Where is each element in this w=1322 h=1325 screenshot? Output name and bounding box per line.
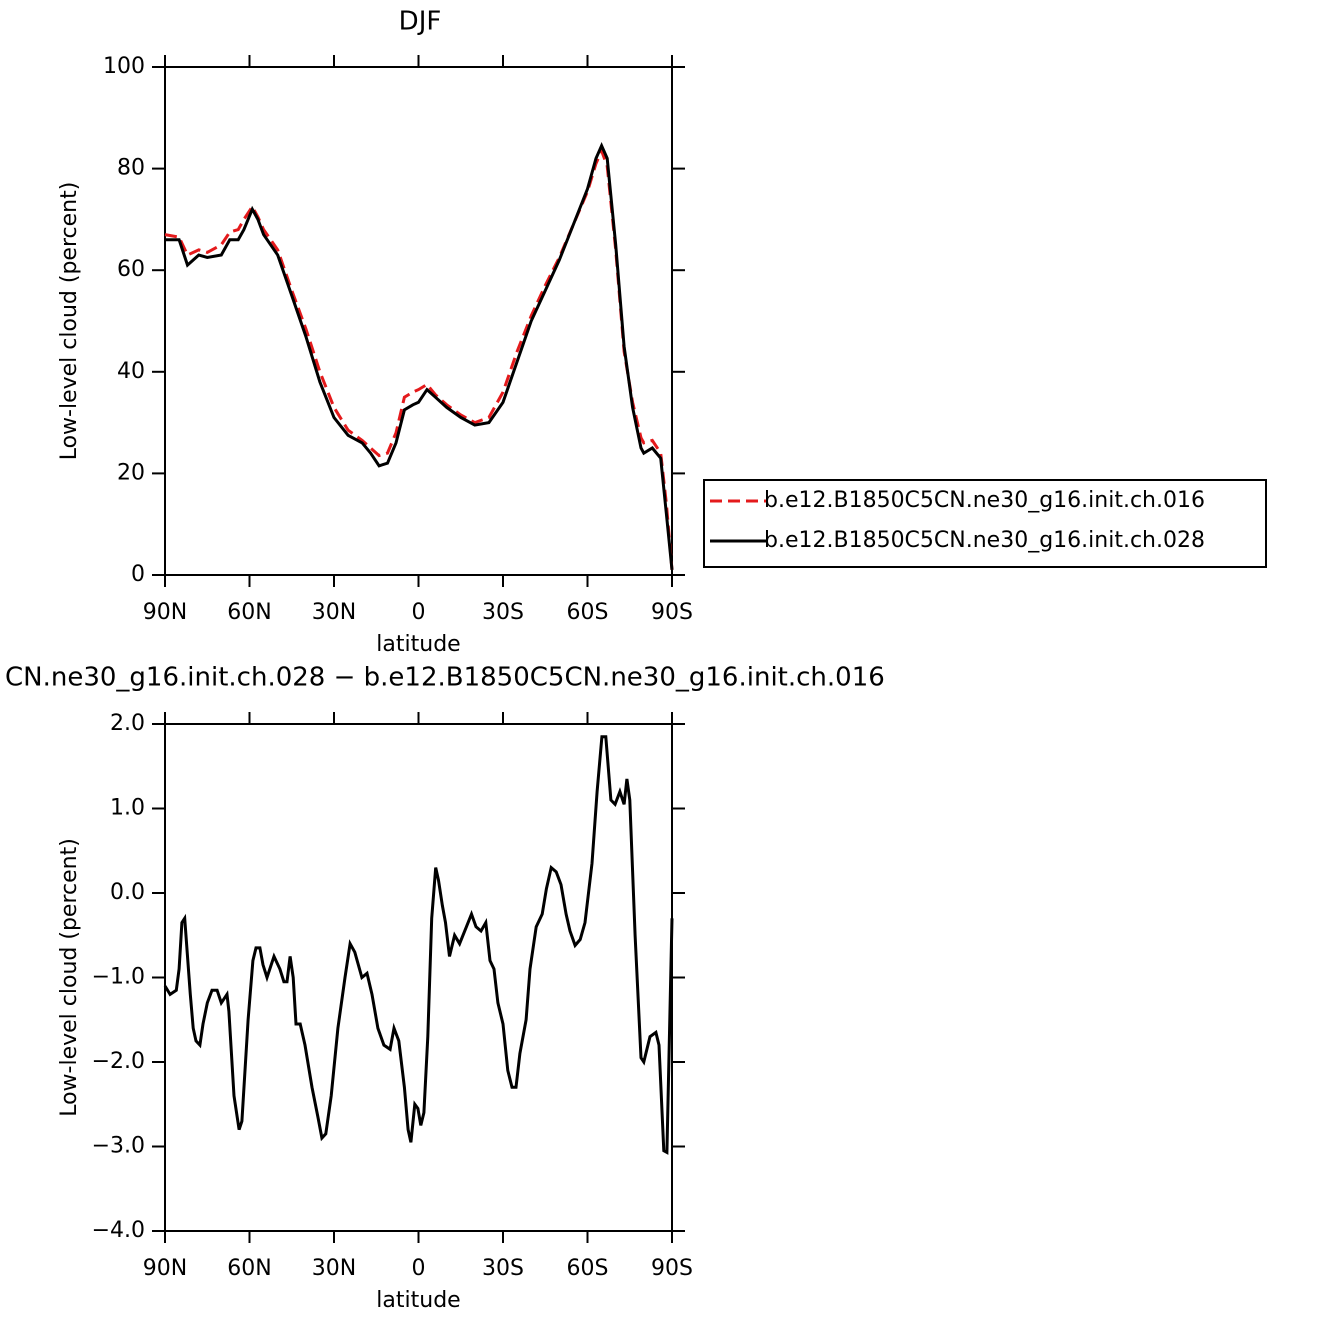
- x-tick-label: 90S: [651, 1256, 693, 1281]
- x-tick-label: 30N: [312, 1256, 356, 1281]
- y-tick-label: 60: [117, 257, 145, 282]
- y-tick-label: 100: [103, 54, 145, 79]
- x-tick-label: 0: [412, 600, 426, 625]
- x-tick-label: 30S: [482, 600, 524, 625]
- x-tick-label: 90N: [143, 600, 187, 625]
- x-tick-label: 90S: [651, 600, 693, 625]
- y-tick-label: 0.0: [110, 880, 145, 905]
- y-tick-label: 20: [117, 460, 145, 485]
- x-tick-label: 30N: [312, 600, 356, 625]
- x-tick-label: 30S: [482, 1256, 524, 1281]
- x-tick-label: 0: [412, 1256, 426, 1281]
- x-tick-label: 90N: [143, 1256, 187, 1281]
- x-tick-label: 60N: [227, 600, 271, 625]
- y-tick-label: 80: [117, 156, 145, 181]
- series-line: [165, 141, 674, 571]
- y-tick-label: 0: [131, 562, 145, 587]
- y-tick-label: 1.0: [110, 796, 145, 821]
- legend-label: b.e12.B1850C5CN.ne30_g16.init.ch.028: [764, 528, 1205, 553]
- y-tick-label: −2.0: [92, 1049, 145, 1074]
- plot-frame: [164, 66, 673, 576]
- y-axis-label: Low-level cloud (percent): [57, 182, 82, 461]
- y-tick-label: −4.0: [92, 1218, 145, 1243]
- legend-label: b.e12.B1850C5CN.ne30_g16.init.ch.016: [764, 488, 1205, 513]
- y-axis-label: Low-level cloud (percent): [57, 838, 82, 1117]
- y-tick-label: −1.0: [92, 965, 145, 990]
- x-tick-label: 60S: [567, 600, 609, 625]
- chart-title: CN.ne30_g16.init.ch.028 − b.e12.B1850C5C…: [5, 663, 885, 693]
- y-tick-label: 2.0: [110, 711, 145, 736]
- x-tick-label: 60N: [227, 1256, 271, 1281]
- x-axis-label: latitude: [376, 1288, 460, 1313]
- series-line: [164, 146, 674, 571]
- x-axis-label: latitude: [376, 632, 460, 657]
- legend-box: [703, 479, 1267, 568]
- difference-line: [163, 735, 674, 1155]
- chart-title: DJF: [399, 7, 442, 37]
- y-tick-label: 40: [117, 359, 145, 384]
- x-tick-label: 60S: [567, 1256, 609, 1281]
- y-tick-label: −3.0: [92, 1134, 145, 1159]
